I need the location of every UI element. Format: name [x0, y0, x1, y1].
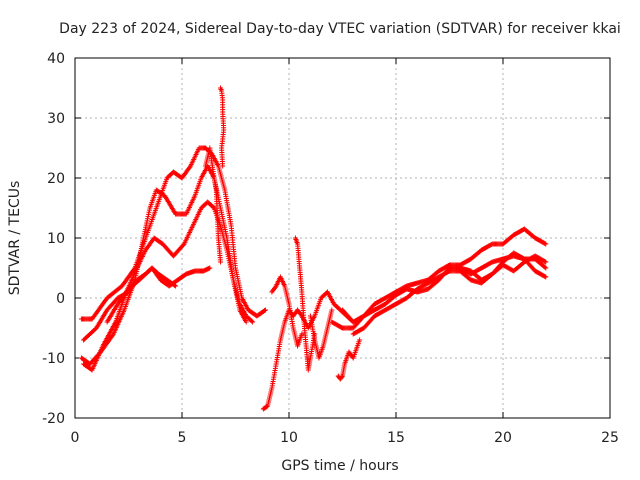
data-point: [180, 242, 186, 248]
data-points: [78, 85, 549, 412]
data-point: [543, 265, 549, 271]
data-point: [543, 241, 549, 247]
data-point: [207, 265, 213, 271]
y-tick-label: -20: [42, 411, 65, 427]
y-tick-label: 30: [47, 111, 65, 127]
plot-frame: [74, 57, 611, 419]
data-point: [173, 283, 179, 289]
series-arc-7: [218, 85, 227, 169]
data-point: [329, 307, 335, 313]
series-arc-15: [350, 250, 549, 337]
data-point: [299, 331, 305, 337]
data-point: [339, 374, 345, 380]
x-axis-label: GPS time / hours: [281, 458, 398, 474]
x-tick-label: 0: [71, 430, 80, 446]
data-point: [543, 274, 549, 280]
data-point: [542, 258, 548, 264]
y-axis-label: SDTVAR / TECUs: [7, 181, 23, 296]
y-tick-label: 10: [47, 231, 65, 247]
x-tick-label: 15: [387, 430, 405, 446]
x-tick-label: 25: [601, 430, 619, 446]
y-tick-label: 40: [47, 51, 65, 67]
data-point: [264, 404, 270, 410]
data-point: [543, 259, 549, 265]
data-point: [220, 163, 226, 169]
y-tick-label: 20: [47, 171, 65, 187]
data-point: [218, 259, 224, 265]
x-tick-label: 5: [178, 430, 187, 446]
series-arc-5: [104, 265, 179, 325]
series-arc-10: [292, 235, 318, 373]
y-tick-label: -10: [42, 351, 65, 367]
data-point: [210, 204, 216, 210]
x-tick-label: 20: [494, 430, 512, 446]
series-arc-9: [269, 274, 305, 349]
grid: [75, 58, 610, 418]
data-point: [262, 307, 268, 313]
data-point: [357, 337, 363, 343]
y-tick-label: 0: [56, 291, 65, 307]
data-point: [262, 308, 268, 314]
data-point: [542, 240, 548, 246]
data-point: [542, 264, 548, 270]
data-point: [250, 319, 256, 325]
series-arc-16: [457, 253, 549, 283]
chart-title: Day 223 of 2024, Sidereal Day-to-day VTE…: [59, 21, 621, 37]
data-point: [243, 319, 249, 325]
x-tick-label: 10: [280, 430, 298, 446]
data-point: [542, 273, 548, 279]
series-arc-12: [335, 337, 363, 382]
series-arc-6: [203, 145, 224, 265]
data-point: [172, 282, 178, 288]
data-point: [249, 318, 255, 324]
